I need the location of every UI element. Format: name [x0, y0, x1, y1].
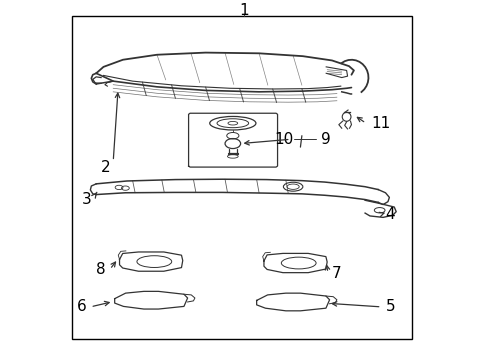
Bar [72, 16, 411, 339]
Text: 2: 2 [101, 160, 110, 175]
Text: 11: 11 [370, 116, 389, 131]
Text: 5: 5 [385, 300, 394, 314]
Text: 10: 10 [273, 132, 292, 147]
Text: 6: 6 [77, 300, 86, 314]
Text: 1: 1 [239, 3, 249, 18]
Text: 3: 3 [81, 192, 91, 207]
Text: 4: 4 [385, 207, 394, 222]
Text: 9: 9 [321, 132, 330, 147]
Text: 8: 8 [96, 262, 106, 277]
Text: 7: 7 [331, 266, 341, 280]
